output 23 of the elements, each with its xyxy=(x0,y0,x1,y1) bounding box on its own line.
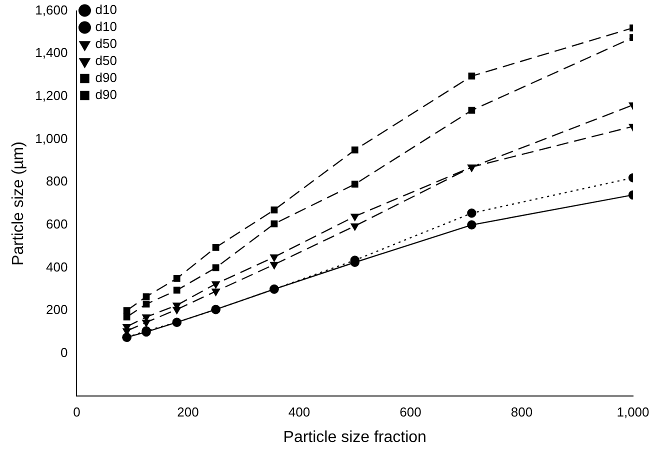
x-tick-label: 400 xyxy=(288,404,310,420)
y-tick-label: 1,400 xyxy=(35,45,68,60)
x-tick-label: 600 xyxy=(400,404,422,420)
legend-label: d50 xyxy=(95,53,117,68)
legend-label: d90 xyxy=(95,87,117,102)
x-tick-label: 200 xyxy=(177,404,199,420)
x-tick-label: 800 xyxy=(510,404,533,420)
x-tick-label: 1,000 xyxy=(616,404,650,420)
y-axis-title: Particle size (µm) xyxy=(10,142,28,266)
y-tick-label: 200 xyxy=(46,302,68,318)
legend-label: d50 xyxy=(95,36,117,52)
y-tick-label: 400 xyxy=(46,259,68,274)
x-tick-label: 0 xyxy=(73,404,80,420)
y-tick-label: 1,200 xyxy=(35,88,68,104)
y-tick-label: 1,000 xyxy=(35,130,68,146)
legend-label: d10 xyxy=(95,2,117,18)
legend-label: d90 xyxy=(95,70,117,86)
y-tick-label: 800 xyxy=(46,174,68,189)
x-axis-title: Particle size fraction xyxy=(283,428,426,446)
legend-label: d10 xyxy=(95,19,117,34)
y-tick-label: 1,600 xyxy=(35,2,68,18)
y-tick-label: 600 xyxy=(46,216,68,232)
y-tick-label: 0 xyxy=(60,344,68,360)
